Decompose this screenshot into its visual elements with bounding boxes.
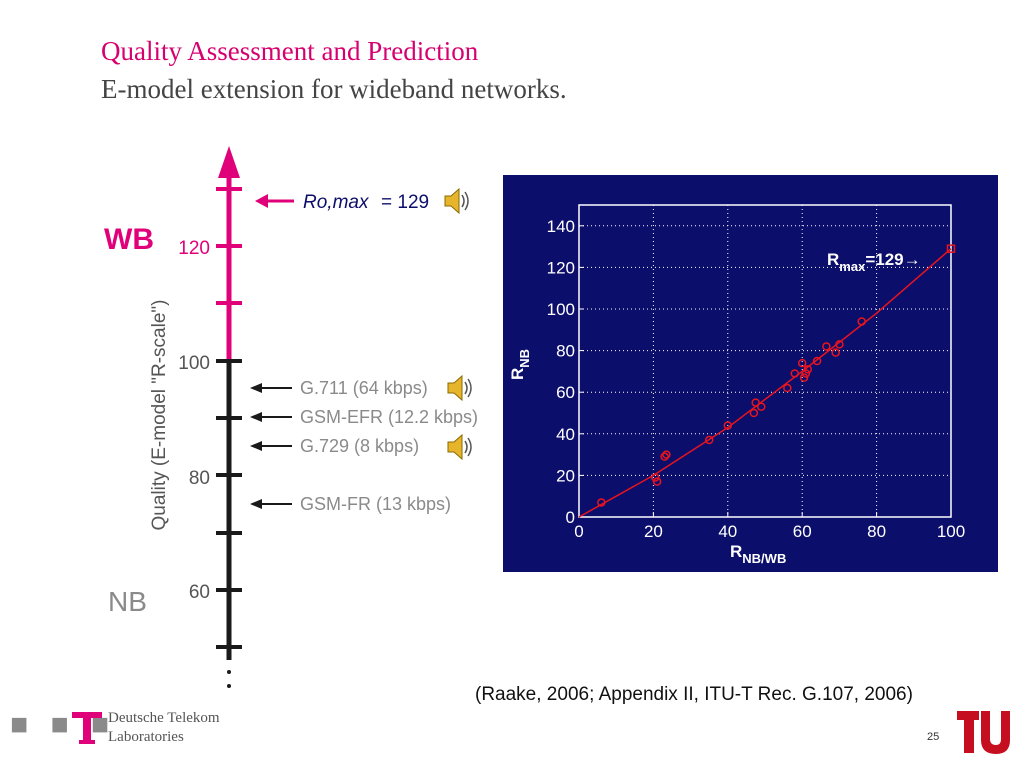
scatter-chart: 0 20 40 60 80 100 0 20 40 60 80 100 120 140 Rmax=129→… [508, 204, 966, 566]
x-axis-label: RNB/WB [730, 542, 786, 566]
tick-label-80: 80 [189, 468, 210, 489]
data-point [822, 342, 831, 351]
data-point [799, 373, 809, 382]
axis-continuation-dot [227, 670, 231, 674]
data-point [857, 317, 866, 326]
chart-panel: 0 20 40 60 80 100 0 20 40 60 80 100 120 140 Rmax=129→… [503, 175, 998, 572]
data-point [797, 358, 807, 368]
speaker-icon[interactable] [447, 433, 472, 461]
tu-berlin-logo-icon: berlin [957, 711, 1010, 754]
ro-max-label: Ro,max [303, 192, 370, 213]
page-title: Quality Assessment and Prediction [101, 36, 479, 66]
x-tick-label: 20 [644, 522, 663, 541]
citation: (Raake, 2006; Appendix II, ITU-T Rec. G.… [475, 684, 913, 705]
data-point [651, 473, 660, 482]
codec-arrowhead-icon [250, 412, 262, 422]
data-point [749, 408, 759, 418]
nb-label: NB [108, 586, 147, 617]
tick-label-100: 100 [178, 353, 210, 374]
company-division: Laboratories [108, 729, 184, 745]
data-point [652, 477, 662, 486]
company-name: Deutsche Telekom [108, 710, 220, 726]
page-subtitle: E-model extension for wideband networks. [101, 74, 567, 104]
quality-axis-label: Quality (E-model "R-scale") [149, 300, 170, 531]
x-tick-label: 0 [574, 522, 583, 541]
codec-label-gsm-efr: GSM-EFR (12.2 kbps) [300, 407, 478, 427]
ro-max-value: = 129 [381, 192, 429, 213]
data-point [723, 421, 733, 430]
data-point [751, 398, 760, 407]
codec-arrowhead-icon [250, 383, 262, 393]
codec-arrowhead-icon [250, 499, 262, 509]
y-tick-label: 80 [556, 342, 575, 361]
y-tick-label: 40 [556, 425, 575, 444]
plot-frame [578, 204, 952, 518]
data-point [783, 383, 792, 393]
y-tick-label: 20 [556, 466, 575, 485]
r-scale-diagram: WB NB Quality (E-model "R-scale") 120 10… [104, 146, 478, 688]
speaker-icon[interactable] [447, 374, 472, 402]
data-point [662, 450, 671, 459]
tu-logo-text: berlin [994, 714, 1001, 731]
data-point [801, 369, 811, 378]
data-point [835, 340, 844, 349]
ro-max-arrowhead-icon [255, 194, 268, 208]
rmax-point [946, 244, 956, 253]
data-point [790, 369, 800, 378]
y-tick-label: 100 [547, 300, 575, 319]
x-tick-label: 100 [937, 522, 965, 541]
telekom-t-logo-icon [72, 712, 102, 744]
page-number: 25 [927, 731, 940, 743]
y-tick-label: 140 [547, 217, 575, 236]
x-tick-label: 60 [793, 522, 812, 541]
codec-arrowhead-icon [250, 441, 262, 451]
curve-layer [578, 248, 952, 518]
speaker-icon[interactable] [444, 187, 469, 215]
point-layer [597, 244, 956, 507]
y-tick-label: 60 [556, 383, 575, 402]
codec-label-g729: G.729 (8 kbps) [300, 436, 419, 456]
codec-label-gsm-fr: GSM-FR (13 kbps) [300, 494, 451, 514]
y-tick-label: 0 [566, 508, 575, 527]
rmax-annotation: Rmax=129→ [827, 250, 921, 274]
x-tick-label: 40 [718, 522, 737, 541]
y-tick-label: 120 [547, 258, 575, 277]
axis-continuation-dot [227, 684, 231, 688]
data-point [660, 452, 669, 461]
grid-layer [579, 205, 951, 517]
data-point [704, 435, 714, 445]
axis-arrowhead-icon [218, 146, 240, 178]
codec-label-g711: G.711 (64 kbps) [300, 378, 428, 398]
data-point [803, 365, 813, 374]
tick-layer: 0 20 40 60 80 100 0 20 40 60 80 100 120 140 [547, 217, 966, 541]
data-point [597, 498, 606, 507]
data-point [757, 402, 766, 412]
x-tick-label: 80 [867, 522, 886, 541]
data-point [812, 356, 822, 366]
data-point [831, 348, 840, 357]
tick-label-120: 120 [178, 238, 210, 259]
y-axis-label: RNB [508, 349, 532, 380]
tick-label-60: 60 [189, 582, 210, 603]
fit-curve [578, 248, 952, 518]
wb-label: WB [104, 223, 154, 256]
